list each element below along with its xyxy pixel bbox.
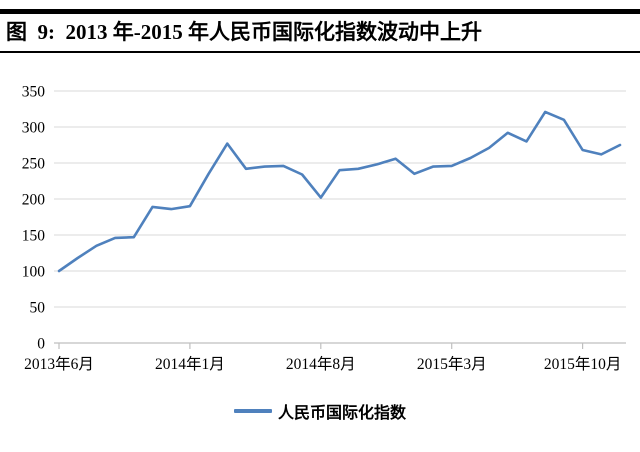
y-axis-tick-label: 0 (37, 336, 45, 353)
x-axis-tick-label: 2013年6月 (24, 355, 94, 373)
x-axis-tick-label: 2015年10月 (544, 355, 622, 373)
y-axis-tick-label: 350 (22, 84, 46, 101)
legend: 人民币国际化指数 (0, 399, 640, 423)
y-axis-tick-label: 100 (22, 264, 46, 281)
y-axis-tick-label: 150 (22, 228, 46, 245)
y-axis-tick-label: 200 (22, 192, 46, 209)
legend-line-swatch (233, 409, 272, 413)
y-axis-tick-label: 50 (30, 300, 46, 317)
report-figure: 图 9: 2013 年-2015 年人民币国际化指数波动中上升 0 50 100 15… (0, 9, 640, 452)
index-line-series (57, 110, 622, 273)
y-axis-tick-label: 300 (22, 120, 46, 137)
x-axis-tick-label: 2015年3月 (417, 355, 487, 373)
x-axis-tick-label: 2014年8月 (286, 355, 356, 373)
y-axis-tick-label: 250 (22, 156, 46, 173)
legend-label: 人民币国际化指数 (277, 405, 406, 422)
line-chart: 0 50 100 150 200 250 300 350 2013年6月 2014年1月 2014年… (22, 84, 626, 373)
top-rule (0, 9, 640, 14)
title-divider (0, 51, 640, 53)
x-axis-tick-label: 2014年1月 (155, 355, 225, 373)
figure-title: 图 9: 2013 年-2015 年人民币国际化指数波动中上升 (6, 20, 482, 44)
